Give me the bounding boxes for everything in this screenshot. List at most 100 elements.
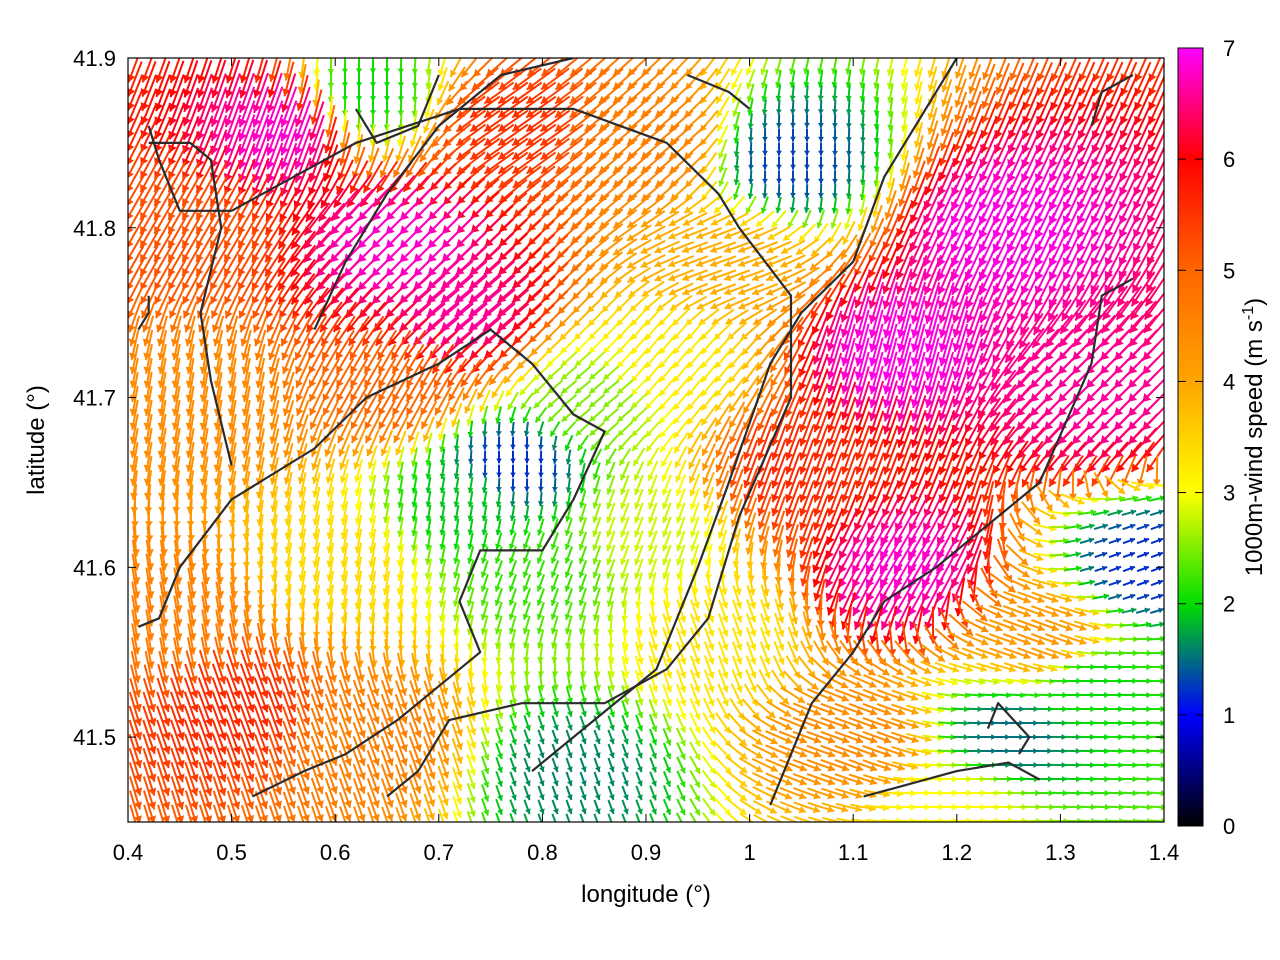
wind-vector <box>859 84 866 102</box>
wind-vector <box>873 83 880 103</box>
wind-vector <box>832 156 838 170</box>
wind-vector <box>183 58 195 84</box>
wind-vector <box>733 141 740 157</box>
wind-vector <box>911 160 926 194</box>
wind-vector <box>696 212 722 226</box>
wind-vector <box>471 344 499 374</box>
wind-vector <box>511 303 543 331</box>
wind-vector <box>195 160 215 194</box>
wind-vector <box>607 743 615 759</box>
colorbar-tick-label: 1 <box>1223 703 1235 728</box>
wind-vector <box>873 98 880 116</box>
wind-vector <box>899 162 910 192</box>
wind-vector <box>760 69 769 89</box>
wind-vector <box>832 128 838 142</box>
wind-vector <box>308 101 325 141</box>
wind-vector <box>914 95 923 119</box>
wind-vector <box>761 99 768 115</box>
wind-vector <box>1108 593 1122 600</box>
wind-vector <box>1078 58 1092 82</box>
wind-vector <box>1106 58 1120 83</box>
wind-vector <box>751 757 779 773</box>
wind-vector <box>831 58 838 75</box>
wind-vector <box>849 674 877 688</box>
wind-vector <box>351 414 367 444</box>
wind-vector <box>728 401 746 429</box>
wind-vector <box>155 58 167 84</box>
wind-vector <box>818 156 824 170</box>
wind-vector <box>832 113 838 129</box>
wind-vector <box>524 450 530 464</box>
wind-vector <box>831 85 838 101</box>
wind-vector <box>859 127 866 143</box>
wind-vector <box>709 227 737 240</box>
wind-vector <box>495 421 502 437</box>
wind-vector <box>635 771 643 787</box>
wind-vector <box>210 59 227 99</box>
wind-vector <box>338 429 352 457</box>
wind-vector <box>681 226 709 240</box>
wind-vector-field <box>128 58 1164 822</box>
wind-vector <box>424 95 433 119</box>
wind-vector <box>442 123 472 147</box>
wind-vector <box>495 490 502 508</box>
wind-vector <box>372 301 402 333</box>
wind-vector <box>1148 747 1164 755</box>
wind-vector <box>927 66 938 92</box>
wind-vector <box>644 420 662 438</box>
wind-vector <box>453 518 460 536</box>
wind-vector <box>667 255 695 268</box>
wind-vector <box>676 812 683 822</box>
wind-vector <box>480 546 489 564</box>
wind-vector <box>210 86 228 128</box>
wind-vector <box>1037 748 1053 754</box>
wind-vector <box>1003 575 1031 591</box>
wind-vector <box>975 618 1003 632</box>
wind-vector <box>468 450 474 464</box>
wind-vector <box>927 58 937 78</box>
wind-vector <box>886 165 895 189</box>
wind-vector <box>780 254 806 268</box>
wind-vector <box>716 110 730 132</box>
wind-vector <box>770 372 788 402</box>
wind-vector <box>353 444 365 470</box>
wind-vector <box>588 379 606 395</box>
wind-vector <box>967 103 983 139</box>
wind-vector <box>941 58 951 79</box>
wind-vector <box>1148 635 1164 642</box>
wind-vector <box>607 757 615 773</box>
wind-vector <box>612 58 635 77</box>
wind-vector <box>320 173 342 209</box>
wind-vector <box>982 58 993 80</box>
wind-vector <box>1147 776 1164 783</box>
wind-vector <box>331 287 359 319</box>
wind-vector <box>723 283 751 296</box>
wind-vector <box>453 449 460 465</box>
wind-vector <box>496 478 502 492</box>
wind-vector <box>941 79 953 107</box>
wind-vector <box>748 142 754 156</box>
wind-vector <box>197 58 209 84</box>
wind-vector <box>467 476 474 494</box>
wind-vector <box>593 771 601 787</box>
wind-vector <box>425 490 432 508</box>
wind-vector <box>280 73 297 113</box>
wind-vector <box>831 99 838 115</box>
wind-vector <box>239 58 251 84</box>
wind-vector <box>593 729 601 745</box>
wind-vector <box>1136 455 1148 487</box>
wind-vector <box>723 255 751 268</box>
wind-vector <box>588 365 606 381</box>
wind-vector <box>745 195 757 215</box>
wind-vector <box>602 421 620 437</box>
wind-vector <box>761 183 768 199</box>
wind-vector <box>579 448 587 466</box>
wind-vector <box>616 379 634 395</box>
wind-vector <box>593 799 601 815</box>
wind-vector <box>537 785 545 801</box>
wind-vector <box>662 812 669 822</box>
wind-vector <box>818 142 824 156</box>
wind-vector <box>607 771 615 787</box>
wind-vector <box>579 729 587 745</box>
wind-vector <box>724 296 750 310</box>
